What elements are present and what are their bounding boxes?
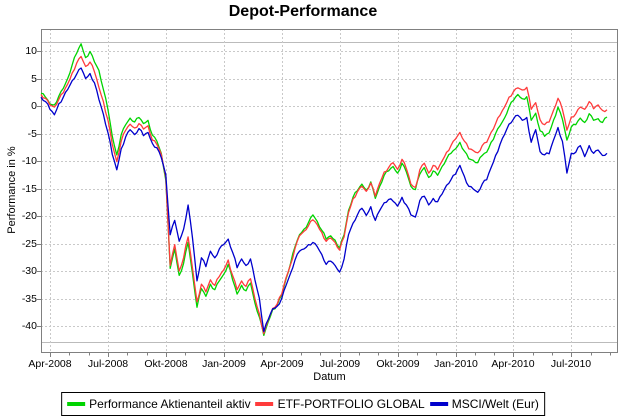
x-tick-label: Okt-2009 [376, 358, 420, 370]
blue-line-swatch-icon [429, 402, 448, 406]
x-tick-label: Jan-2009 [202, 358, 246, 370]
legend-item-etf-portfolio: ETF-PORTFOLIO GLOBAL [255, 397, 425, 411]
y-tick-label: 5 [31, 73, 37, 85]
series-line-etf-portfolio-global [40, 55, 608, 335]
y-tick-label: -5 [27, 128, 37, 140]
x-tick-label: Apr-2010 [491, 358, 535, 370]
legend-box: Performance Aktienanteil aktiv ETF-PORTF… [61, 392, 545, 416]
x-tick-label: Jul-2008 [87, 358, 129, 370]
legend-label: MSCI/Welt (Eur) [451, 397, 539, 411]
x-tick-label: Jan-2010 [434, 358, 478, 370]
legend-label: ETF-PORTFOLIO GLOBAL [277, 397, 425, 411]
y-tick-label: -30 [21, 265, 37, 277]
x-tick-label: Apr-2008 [28, 358, 72, 370]
x-tick-label: Okt-2008 [144, 358, 188, 370]
y-tick-label: 10 [25, 45, 37, 57]
plot-background [41, 29, 618, 353]
y-axis-title: Performance in % [6, 146, 18, 234]
legend-label: Performance Aktienanteil aktiv [89, 397, 251, 411]
series-line-msci-welt-eur- [40, 67, 608, 333]
plot-border [41, 29, 618, 353]
y-tick-label: 0 [31, 100, 37, 112]
y-tick-label: -25 [21, 238, 37, 250]
legend-item-msci-welt: MSCI/Welt (Eur) [429, 397, 539, 411]
y-tick-label: -40 [21, 320, 37, 332]
x-tick-label: Jul-2009 [319, 358, 361, 370]
x-axis-title: Datum [313, 371, 346, 383]
y-tick-label: -10 [21, 155, 37, 167]
x-tick-label: Jul-2010 [550, 358, 592, 370]
y-tick-label: -15 [21, 183, 37, 195]
red-line-swatch-icon [255, 402, 274, 406]
y-tick-label: -35 [21, 293, 37, 305]
y-tick-label: -20 [21, 210, 37, 222]
x-tick-label: Apr-2009 [260, 358, 304, 370]
legend-item-aktiv: Performance Aktienanteil aktiv [67, 397, 251, 411]
series-line-performance-aktienanteil-aktiv [40, 43, 608, 337]
chart-title: Depot-Performance [228, 3, 378, 20]
green-line-swatch-icon [67, 402, 86, 406]
